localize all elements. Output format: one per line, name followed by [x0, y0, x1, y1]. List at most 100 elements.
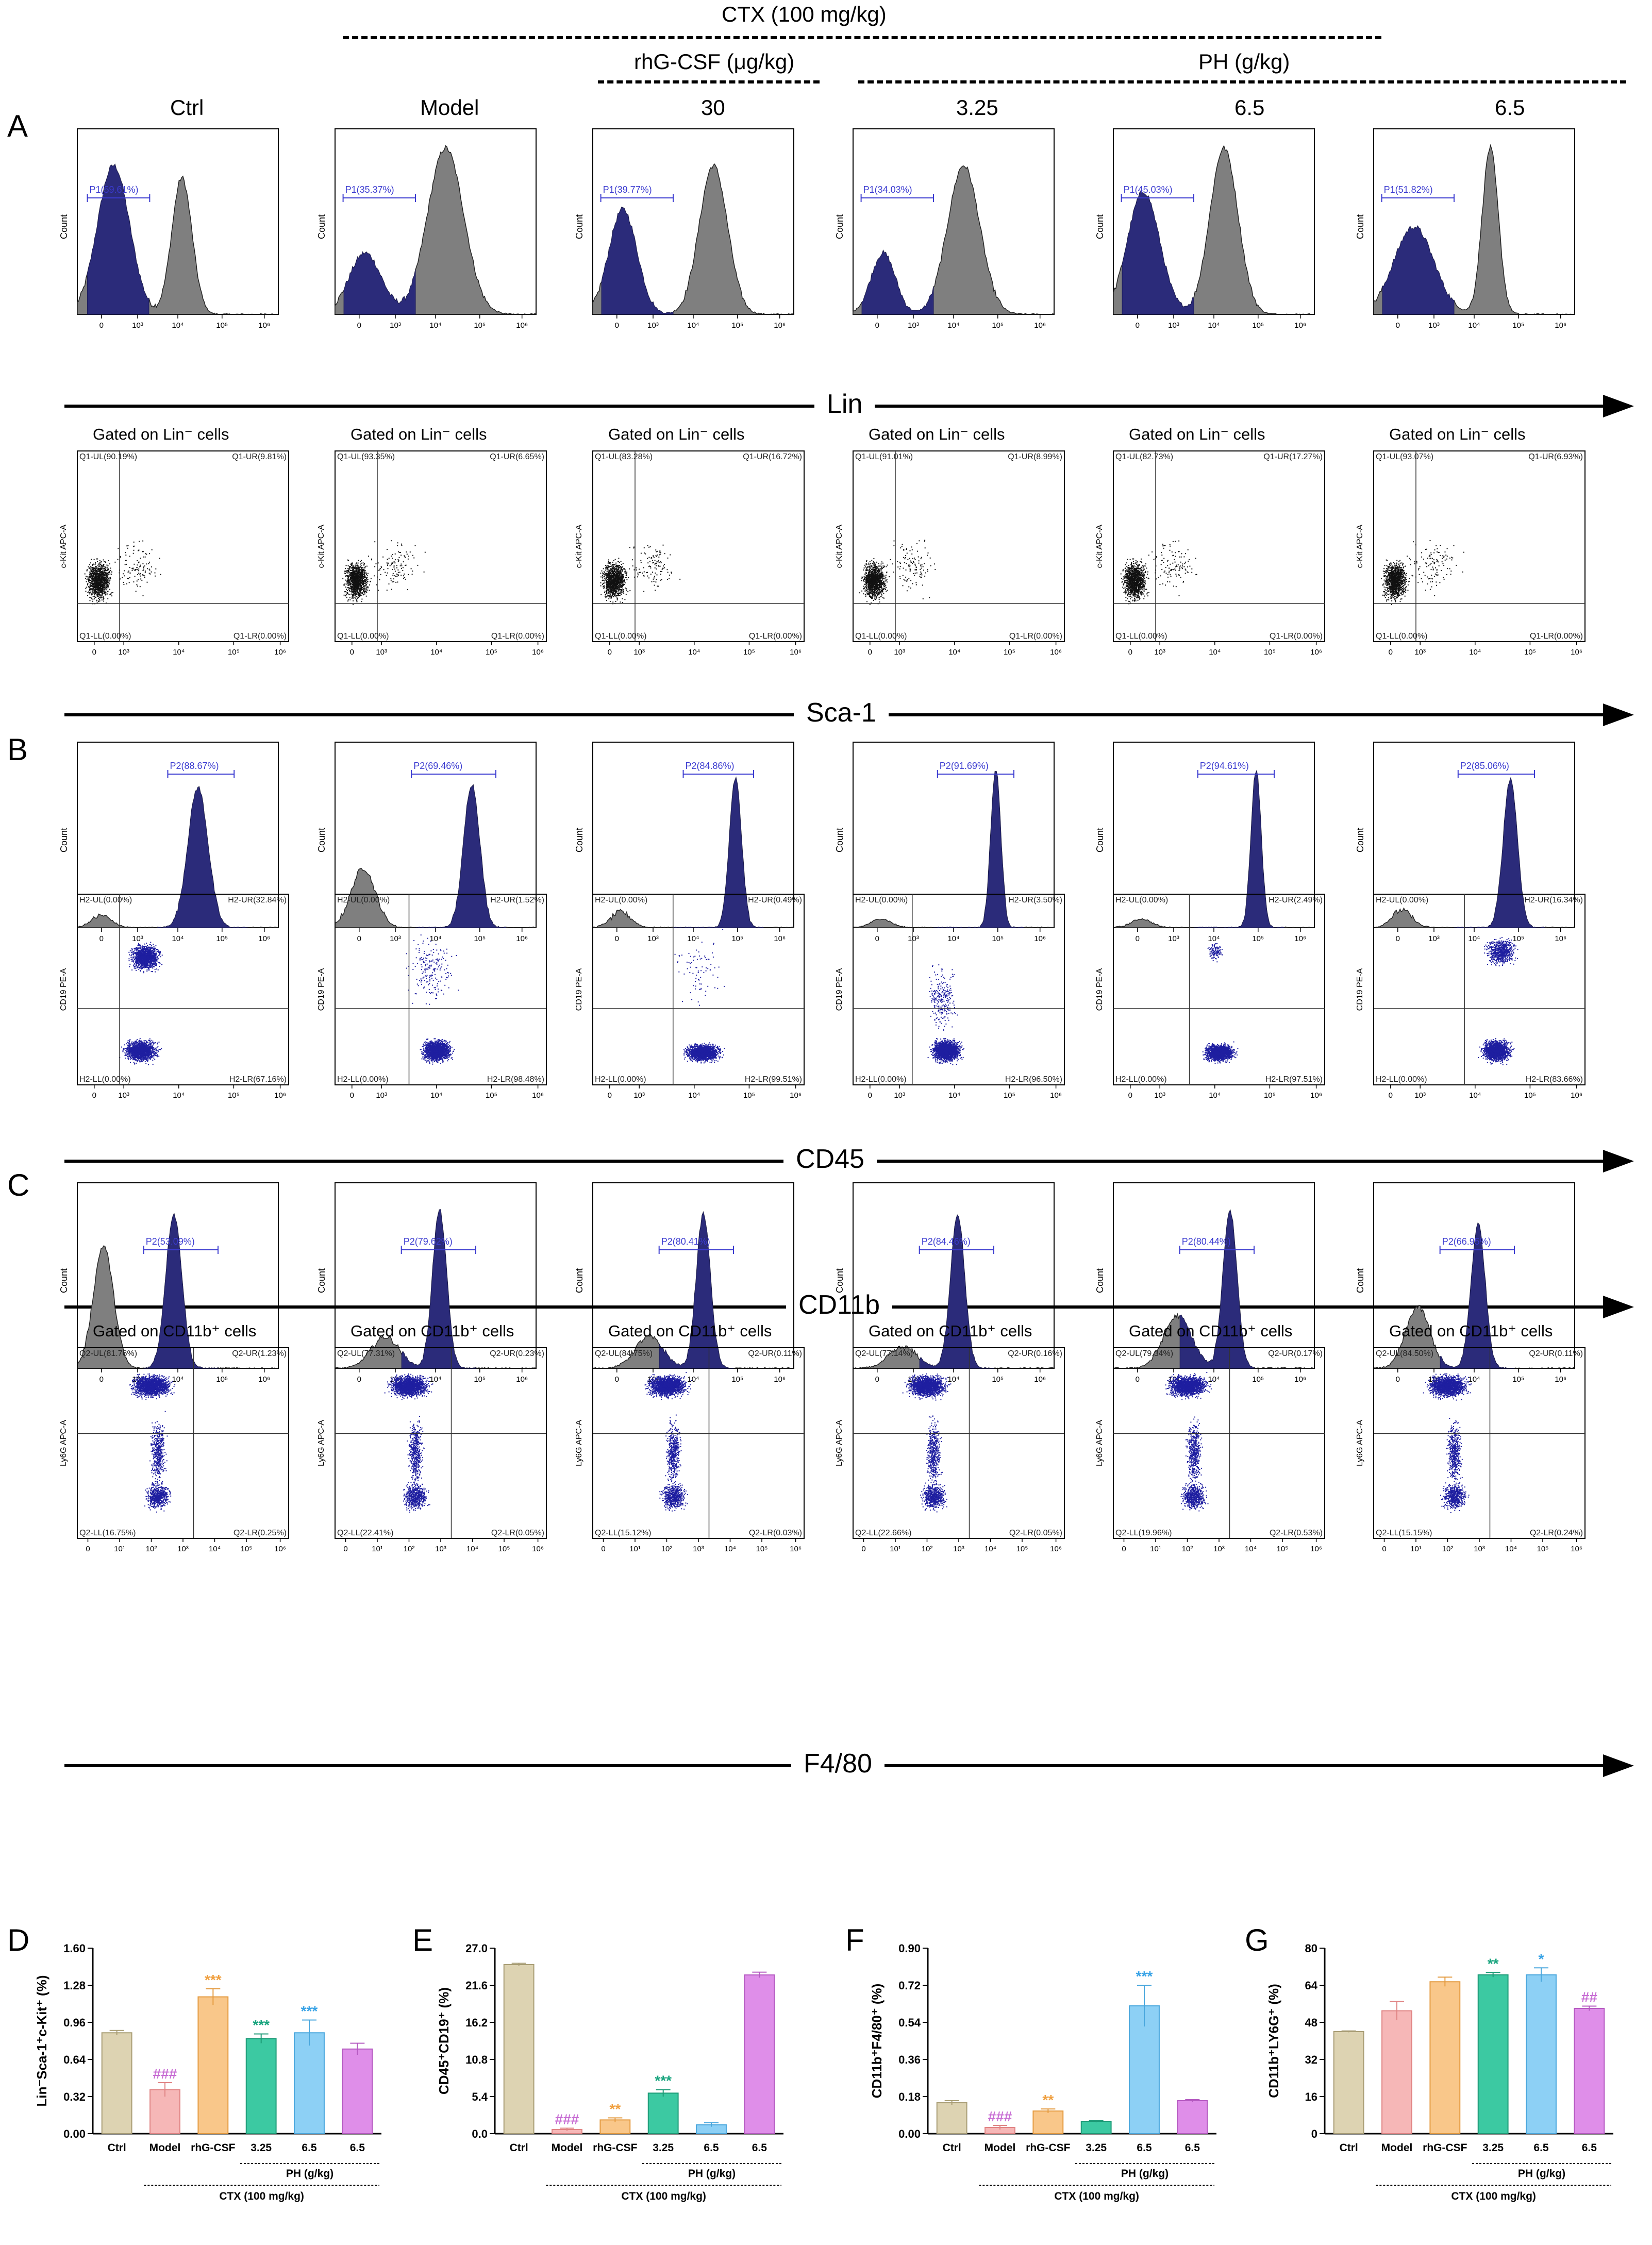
- event-dot: [368, 556, 369, 557]
- event-dot: [101, 594, 103, 596]
- event-dot: [91, 575, 93, 577]
- x-tick-label: 10⁶: [1294, 934, 1306, 943]
- event-dot: [92, 580, 94, 581]
- event-dot: [392, 554, 393, 556]
- event-dot: [649, 546, 651, 547]
- event-dot: [359, 595, 361, 597]
- event-dot: [93, 563, 94, 565]
- event-dot: [607, 565, 609, 566]
- event-dot: [356, 600, 358, 602]
- event-dot: [350, 577, 351, 578]
- event-dot: [870, 584, 872, 586]
- event-dot: [96, 587, 98, 588]
- histogram-panel: Count P1(35.37%) 0 10³ 10⁴ 10⁵ 10⁶: [314, 124, 546, 361]
- event-dot: [387, 549, 388, 550]
- event-dot: [362, 593, 363, 594]
- event-dot: [352, 563, 353, 565]
- event-dot: [91, 577, 93, 579]
- event-dot: [622, 592, 624, 594]
- event-dot: [617, 574, 619, 575]
- event-dot: [98, 597, 99, 599]
- gated-area: [919, 1214, 994, 1369]
- event-dot: [90, 569, 92, 571]
- x-tick-label: 10³: [1168, 321, 1179, 330]
- event-dot: [108, 586, 109, 588]
- x-tick-label: 10⁶: [258, 1375, 270, 1384]
- event-dot: [872, 571, 873, 572]
- event-dot: [146, 581, 148, 583]
- event-dot: [615, 592, 616, 593]
- event-dot: [616, 593, 618, 594]
- event-dot: [618, 578, 620, 579]
- event-dot: [883, 584, 885, 585]
- event-dot: [366, 590, 368, 591]
- event-dot: [93, 585, 94, 587]
- event-dot: [356, 565, 358, 567]
- event-dot: [611, 571, 612, 572]
- event-dot: [359, 576, 360, 577]
- event-dot: [359, 567, 360, 568]
- event-dot: [352, 591, 353, 592]
- event-dot: [375, 563, 377, 564]
- event-dot: [99, 597, 101, 598]
- event-dot: [349, 582, 351, 584]
- event-dot: [620, 561, 622, 562]
- event-dot: [347, 599, 349, 600]
- event-dot: [615, 568, 616, 569]
- event-dot: [362, 575, 363, 577]
- event-dot: [610, 577, 612, 578]
- event-dot: [618, 585, 619, 587]
- event-dot: [605, 567, 606, 569]
- event-dot: [361, 589, 362, 591]
- event-dot: [620, 581, 621, 583]
- event-dot: [655, 590, 656, 591]
- event-dot: [383, 569, 385, 571]
- event-dot: [658, 565, 660, 567]
- event-dot: [660, 561, 661, 562]
- event-dot: [386, 575, 387, 576]
- event-dot: [140, 573, 141, 574]
- event-dot: [609, 581, 611, 582]
- event-dot: [861, 580, 862, 581]
- event-dot: [345, 592, 347, 594]
- event-dot: [92, 580, 93, 582]
- event-dot: [348, 581, 350, 583]
- event-dot: [651, 581, 653, 582]
- event-dot: [365, 576, 366, 578]
- count-axis-label: Count: [1095, 1268, 1105, 1293]
- event-dot: [106, 573, 108, 575]
- event-dot: [872, 587, 874, 588]
- event-dot: [93, 592, 95, 593]
- event-dot: [104, 592, 106, 594]
- event-dot: [148, 561, 150, 563]
- event-dot: [363, 590, 364, 591]
- event-dot: [655, 562, 656, 564]
- event-dot: [619, 583, 620, 584]
- event-dot: [655, 549, 657, 551]
- event-dot: [365, 577, 367, 579]
- event-dot: [615, 595, 616, 597]
- event-dot: [358, 577, 360, 578]
- event-dot: [353, 592, 354, 593]
- event-dot: [621, 568, 622, 569]
- event-dot: [108, 574, 109, 576]
- event-dot: [610, 578, 611, 579]
- event-dot: [615, 562, 617, 564]
- event-dot: [875, 569, 876, 571]
- event-dot: [614, 581, 616, 582]
- event-dot: [601, 570, 603, 572]
- event-dot: [370, 581, 371, 582]
- count-axis-label: Count: [574, 1268, 585, 1293]
- event-dot: [667, 557, 669, 559]
- event-dot: [367, 579, 369, 580]
- event-dot: [109, 573, 111, 575]
- gated-area: [659, 1211, 734, 1369]
- event-dot: [356, 576, 357, 578]
- event-dot: [607, 596, 609, 597]
- event-dot: [350, 566, 352, 567]
- event-dot: [92, 592, 94, 593]
- event-dot: [640, 562, 642, 563]
- event-dot: [364, 593, 365, 595]
- event-dot: [90, 573, 92, 574]
- event-dot: [882, 578, 884, 579]
